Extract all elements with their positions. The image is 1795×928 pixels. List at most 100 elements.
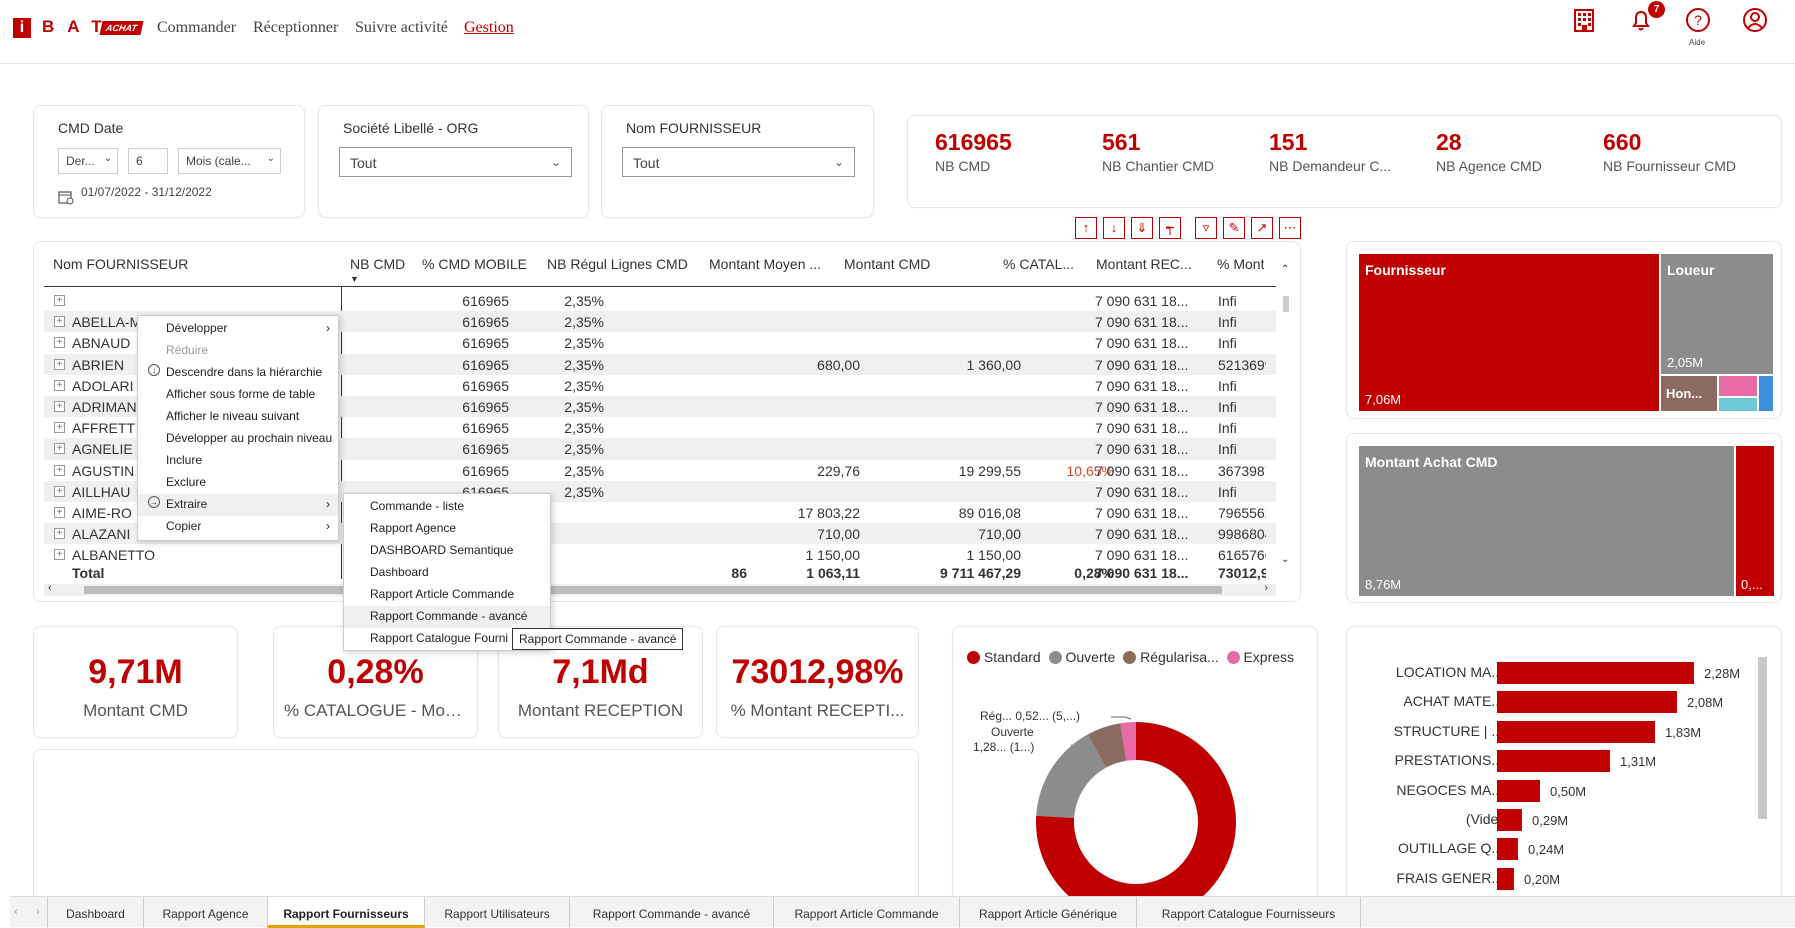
table-row[interactable]: + ADRIMAN 616965 2,35% 7 090 631 18... Infi	[44, 396, 1276, 418]
filter-icon[interactable]: ▿	[1195, 217, 1217, 239]
menu-item-afficher-table[interactable]: Afficher sous forme de table	[138, 384, 338, 406]
menu-item-developper-niveau[interactable]: Développer au prochain niveau	[138, 428, 338, 450]
col-header-fournisseur[interactable]: Nom FOURNISSEUR	[53, 256, 189, 272]
expand-plus-icon[interactable]: +	[54, 316, 65, 328]
expand-plus-icon[interactable]: +	[54, 337, 65, 349]
drill-down-icon[interactable]: ↓	[1103, 217, 1125, 239]
col-header-nb-cmd[interactable]: NB CMD	[350, 256, 406, 272]
submenu-rapport-commande-avance[interactable]: Rapport Commande - avancé	[344, 606, 550, 628]
donut-svg[interactable]	[953, 627, 1318, 906]
bar-chart-scroll-thumb[interactable]	[1758, 657, 1767, 819]
submenu-dashboard[interactable]: Dashboard	[370, 565, 429, 579]
tab-rapport-agence[interactable]: Rapport Agence	[144, 897, 268, 928]
tab-rapport-commande-avance[interactable]: Rapport Commande - avancé	[570, 897, 774, 928]
treemap-tile-loueur[interactable]: Loueur 2,05M	[1661, 254, 1773, 374]
societe-dropdown[interactable]: Tout ⌄	[339, 147, 572, 177]
fournisseur-dropdown[interactable]: Tout ⌄	[622, 147, 855, 177]
tab-rapport-article-generique[interactable]: Rapport Article Générique	[960, 897, 1137, 928]
building-icon[interactable]	[1571, 7, 1597, 33]
expand-plus-icon[interactable]: +	[54, 528, 65, 540]
table-row[interactable]: + AGUSTIN 616965 2,35% 229,76 19 299,55 10,65%…	[44, 460, 1276, 481]
scroll-right-icon[interactable]: ›	[1264, 582, 1268, 594]
table-row[interactable]: + AFFRETT 616965 2,35% 7 090 631 18... Infi	[44, 417, 1276, 438]
menu-item-descendre[interactable]: ↓ Descendre dans la hiérarchie	[138, 362, 338, 384]
donut-slice-ouverte[interactable]	[1036, 734, 1107, 819]
col-header-montant-cmd[interactable]: Montant CMD	[844, 256, 931, 272]
expand-hierarchy-icon[interactable]: ┭	[1159, 217, 1181, 239]
table-row[interactable]: + ALBANETTO 1 150,00 1 150,00 7 090 631 18..…	[44, 544, 1276, 565]
date-count-input[interactable]: 6	[128, 148, 168, 174]
scroll-left-icon[interactable]: ‹	[48, 582, 52, 594]
expand-plus-icon[interactable]: +	[54, 443, 65, 455]
horizontal-scrollbar[interactable]: ‹ ›	[44, 582, 1276, 596]
expand-plus-icon[interactable]: +	[54, 485, 65, 497]
menu-item-copier[interactable]: Copier ›	[138, 516, 338, 538]
nav-gestion[interactable]: Gestion	[464, 19, 514, 36]
table-row[interactable]: + AIME-RO 17 803,22 89 016,08 7 090 631 18..…	[44, 502, 1276, 523]
expand-plus-icon[interactable]: +	[54, 358, 65, 370]
treemap-tile-small-1[interactable]	[1719, 376, 1757, 396]
horizontal-scroll-thumb[interactable]	[84, 586, 1222, 594]
date-mode-dropdown[interactable]: Der... ⌄	[58, 148, 118, 174]
menu-item-developper[interactable]: Développer ›	[138, 318, 338, 340]
table-row[interactable]: + AGNELIE 616965 2,35% 7 090 631 18... Infi	[44, 438, 1276, 460]
treemap-tile-hon[interactable]: Hon...	[1661, 376, 1717, 411]
bell-icon[interactable]	[1628, 7, 1654, 33]
table-row[interactable]: + ABRIEN 616965 2,35% 680,00 1 360,00 7 090 63…	[44, 353, 1276, 375]
expand-plus-icon[interactable]: +	[54, 507, 65, 518]
treemap-tile-other[interactable]: 0,...	[1736, 446, 1774, 596]
treemap-tile-small-2[interactable]	[1719, 398, 1757, 411]
col-header-nb-regul[interactable]: NB Régul Lignes CMD	[547, 256, 688, 272]
scroll-up-icon[interactable]: ⌃	[1281, 264, 1290, 275]
submenu-rapport-catalogue[interactable]: Rapport Catalogue Fourni	[370, 631, 509, 645]
tab-rapport-utilisateurs[interactable]: Rapport Utilisateurs	[425, 897, 570, 928]
table-row[interactable]: + ABNAUD 616965 2,35% 7 090 631 18... Infi	[44, 332, 1276, 353]
expand-plus-icon[interactable]: +	[54, 422, 65, 434]
bar[interactable]	[1497, 809, 1522, 831]
bar[interactable]	[1497, 720, 1655, 743]
focus-mode-icon[interactable]: ↗	[1251, 217, 1273, 239]
expand-plus-icon[interactable]: +	[54, 379, 65, 391]
help-icon[interactable]: ?	[1685, 7, 1711, 33]
expand-plus-icon[interactable]: +	[54, 549, 65, 561]
tab-dashboard[interactable]: Dashboard	[47, 897, 144, 928]
bar[interactable]	[1497, 867, 1514, 890]
treemap-tile-montant-achat[interactable]: Montant Achat CMD 8,76M	[1359, 446, 1734, 596]
submenu-rapport-agence[interactable]: Rapport Agence	[370, 521, 457, 535]
table-row[interactable]: +616965 2,35% 7 090 631 18... Infi	[44, 290, 1276, 311]
col-header-cmd-mobile[interactable]: % CMD MOBILE	[422, 256, 528, 272]
expand-plus-icon[interactable]: +	[54, 295, 65, 306]
table-row[interactable]: + ADOLARI 616965 2,35% 7 090 631 18... Infi	[44, 375, 1276, 396]
tab-rapport-catalogue-fournisseurs[interactable]: Rapport Catalogue Fournisseurs	[1137, 897, 1361, 928]
expand-plus-icon[interactable]: +	[54, 464, 65, 476]
tabs-scroll-left-icon[interactable]: ‹	[14, 906, 18, 918]
nav-commander[interactable]: Commander	[157, 19, 237, 36]
tab-rapport-article-commande[interactable]: Rapport Article Commande	[774, 897, 960, 928]
nav-receptionner[interactable]: Réceptionner	[253, 19, 339, 36]
drill-up-icon[interactable]: ↑	[1075, 217, 1097, 239]
tab-rapport-fournisseurs[interactable]: Rapport Fournisseurs	[268, 897, 425, 928]
user-profile-icon[interactable]	[1742, 7, 1768, 33]
submenu-dashboard-semantique[interactable]: DASHBOARD Semantique	[370, 543, 514, 557]
bar[interactable]	[1497, 662, 1694, 684]
bar[interactable]	[1497, 750, 1610, 773]
table-row[interactable]: +ABELLA-MENDRADO6169652,35%7 090 631 18.…	[44, 311, 1276, 333]
menu-item-afficher-niveau[interactable]: Afficher le niveau suivant	[138, 406, 338, 428]
more-options-icon[interactable]: ⋯	[1279, 217, 1301, 239]
menu-item-reduire[interactable]: Réduire	[138, 340, 338, 362]
go-next-level-icon[interactable]: ⇓	[1131, 217, 1153, 239]
donut-slice-regularisation[interactable]	[1087, 723, 1127, 768]
menu-item-exclure[interactable]: Exclure	[138, 472, 338, 494]
menu-item-inclure[interactable]: Inclure	[138, 450, 338, 472]
expand-plus-icon[interactable]: +	[54, 401, 65, 412]
date-unit-dropdown[interactable]: Mois (cale... ⌄	[178, 148, 281, 174]
donut-slice-express[interactable]	[1120, 722, 1136, 761]
bar[interactable]	[1497, 691, 1677, 714]
submenu-rapport-article[interactable]: Rapport Article Commande	[370, 587, 515, 601]
menu-item-extraire[interactable]: → Extraire ›	[138, 494, 338, 516]
vertical-scroll-thumb[interactable]	[1283, 296, 1289, 312]
nav-suivre-activite[interactable]: Suivre activité	[355, 19, 448, 36]
tabs-scroll-right-icon[interactable]: ›	[36, 906, 40, 918]
treemap-tile-small-3[interactable]	[1759, 376, 1773, 411]
treemap-tile-fournisseur[interactable]: Fournisseur 7,06M	[1359, 254, 1659, 411]
